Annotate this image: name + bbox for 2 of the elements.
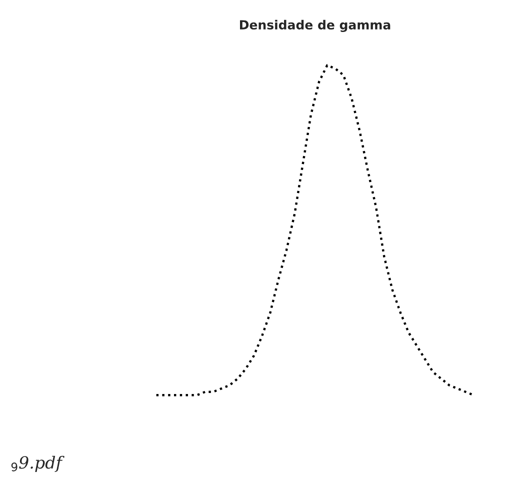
chart-title: Densidade de gamma [240, 20, 390, 32]
text: $_{9}$9.pdf [11, 456, 64, 472]
